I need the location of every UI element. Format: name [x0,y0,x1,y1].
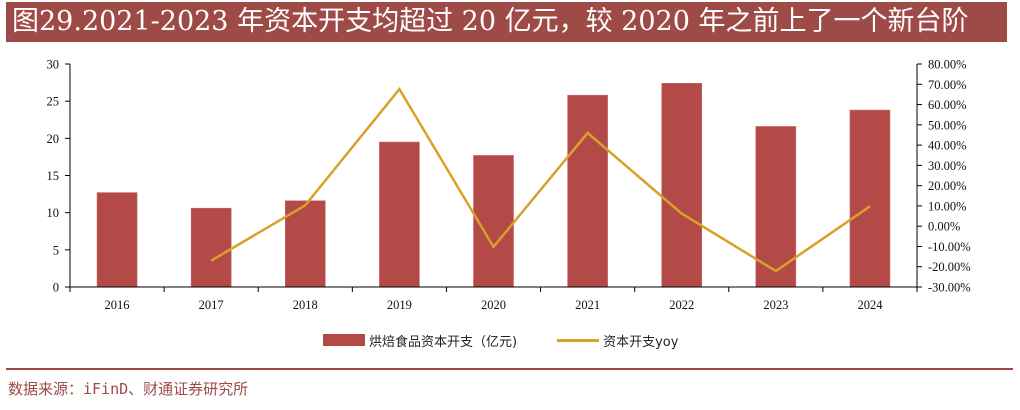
bar-2022 [661,83,703,288]
left-tick-label: 5 [53,243,59,257]
bar-2021 [567,94,608,288]
legend: 烘焙食品资本开支（亿元) 资本开支yoy [323,330,678,350]
bar-2024 [849,109,891,288]
figure-title: 图29.2021-2023 年资本开支均超过 20 亿元，较 2020 年之前上… [6,2,1007,42]
left-tick-label: 15 [47,169,60,183]
x-tick-label: 2020 [481,298,506,312]
right-tick-label: 60.00% [928,98,967,112]
left-tick-label: 25 [47,95,60,109]
yoy-line [210,86,871,273]
x-tick-label: 2018 [293,298,318,312]
right-tick-label: 70.00% [928,78,967,92]
x-tick-label: 2023 [763,298,788,312]
right-tick-label: 40.00% [928,139,967,153]
divider [6,368,1013,370]
legend-line-label: 资本开支yoy [603,334,679,350]
right-tick-label: 30.00% [928,159,967,173]
legend-bar-swatch [323,334,365,346]
chart: 0 5 10 15 20 25 30 -30.00% -20.00% -10.00% 0.00% 10… [47,58,971,313]
right-tick-label: 20.00% [928,179,967,193]
bar-2017 [190,207,232,288]
right-tick-label: 50.00% [928,118,967,132]
source-note: 数据来源：iFinD、财通证券研究所 [8,380,249,398]
left-tick-label: 0 [53,281,59,295]
right-tick-label: 0.00% [928,220,960,234]
left-tick-label: 10 [47,206,60,220]
bar-2016 [96,192,138,288]
left-tick-label: 30 [47,58,60,72]
x-tick-label: 2017 [199,298,224,312]
right-tick-label: -20.00% [928,260,971,274]
x-tick-label: 2016 [105,298,130,312]
bar-2019 [379,141,420,288]
bar-2023 [755,126,797,288]
right-tick-label: -10.00% [928,240,971,254]
right-tick-label: 80.00% [928,58,967,72]
x-tick-label: 2024 [857,298,883,312]
right-tick-label: 10.00% [928,199,967,213]
x-tick-label: 2019 [387,298,412,312]
legend-line-swatch [557,338,600,342]
x-tick-label: 2021 [575,298,600,312]
right-tick-label: -30.00% [928,281,971,295]
left-tick-label: 20 [47,132,60,146]
x-tick-label: 2022 [669,298,694,312]
legend-bar-label: 烘焙食品资本开支（亿元) [369,334,518,350]
